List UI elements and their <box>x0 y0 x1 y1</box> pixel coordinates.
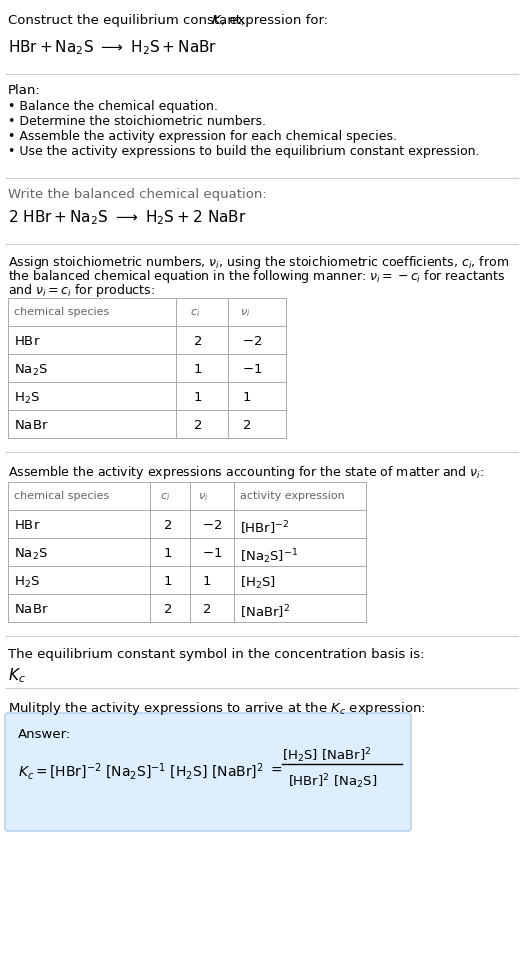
Text: chemical species: chemical species <box>14 307 109 317</box>
FancyBboxPatch shape <box>5 713 411 831</box>
Text: • Determine the stoichiometric numbers.: • Determine the stoichiometric numbers. <box>8 115 266 128</box>
Text: $2$: $2$ <box>202 603 211 616</box>
Text: $2$: $2$ <box>242 419 251 432</box>
Text: 1: 1 <box>164 547 172 560</box>
Text: 1: 1 <box>194 391 202 404</box>
Text: Assemble the activity expressions accounting for the state of matter and $\nu_i$: Assemble the activity expressions accoun… <box>8 464 484 481</box>
Text: $1$: $1$ <box>202 575 211 588</box>
Text: 2: 2 <box>194 335 202 348</box>
Text: Construct the equilibrium constant,: Construct the equilibrium constant, <box>8 14 249 27</box>
Text: • Assemble the activity expression for each chemical species.: • Assemble the activity expression for e… <box>8 130 397 143</box>
Text: $-2$: $-2$ <box>202 519 222 532</box>
Text: $c_i$: $c_i$ <box>190 307 200 319</box>
Text: 1: 1 <box>194 363 202 376</box>
Text: 2: 2 <box>164 603 172 616</box>
Text: $1$: $1$ <box>242 391 251 404</box>
Text: The equilibrium constant symbol in the concentration basis is:: The equilibrium constant symbol in the c… <box>8 648 424 661</box>
Text: activity expression: activity expression <box>240 491 345 501</box>
Text: $\mathrm{HBr}$: $\mathrm{HBr}$ <box>14 335 40 348</box>
Text: $\mathrm{2\ HBr + Na_2S\ \longrightarrow\ H_2S + 2\ NaBr}$: $\mathrm{2\ HBr + Na_2S\ \longrightarrow… <box>8 208 247 227</box>
Text: $=$: $=$ <box>268 762 283 776</box>
Text: , expression for:: , expression for: <box>221 14 328 27</box>
Text: and $\nu_i = c_i$ for products:: and $\nu_i = c_i$ for products: <box>8 282 155 299</box>
Text: $\mathrm{[NaBr]^2}$: $\mathrm{[NaBr]^2}$ <box>240 603 290 620</box>
Text: $\mathrm{H_2S}$: $\mathrm{H_2S}$ <box>14 575 40 590</box>
Text: 2: 2 <box>194 419 202 432</box>
Text: 2: 2 <box>164 519 172 532</box>
Text: $\mathrm{[HBr]^2\ [Na_2S]}$: $\mathrm{[HBr]^2\ [Na_2S]}$ <box>288 772 377 790</box>
Text: Plan:: Plan: <box>8 84 41 97</box>
Text: $c_i$: $c_i$ <box>160 491 170 502</box>
Text: $-1$: $-1$ <box>242 363 263 376</box>
Text: Assign stoichiometric numbers, $\nu_i$, using the stoichiometric coefficients, $: Assign stoichiometric numbers, $\nu_i$, … <box>8 254 509 271</box>
Text: 1: 1 <box>164 575 172 588</box>
Text: $\mathrm{HBr + Na_2S\ \longrightarrow\ H_2S + NaBr}$: $\mathrm{HBr + Na_2S\ \longrightarrow\ H… <box>8 38 217 56</box>
Text: $\mathrm{Na_2S}$: $\mathrm{Na_2S}$ <box>14 363 48 378</box>
Text: $\mathrm{NaBr}$: $\mathrm{NaBr}$ <box>14 419 49 432</box>
Text: • Balance the chemical equation.: • Balance the chemical equation. <box>8 100 218 113</box>
Text: $\mathrm{HBr}$: $\mathrm{HBr}$ <box>14 519 40 532</box>
Text: $\mathrm{Na_2S}$: $\mathrm{Na_2S}$ <box>14 547 48 562</box>
Text: $-1$: $-1$ <box>202 547 222 560</box>
Text: $\mathrm{[H_2S]\ [NaBr]^2}$: $\mathrm{[H_2S]\ [NaBr]^2}$ <box>282 746 372 765</box>
Text: $\mathrm{[H_2S]}$: $\mathrm{[H_2S]}$ <box>240 575 276 591</box>
Text: $\mathrm{[HBr]^{-2}}$: $\mathrm{[HBr]^{-2}}$ <box>240 519 289 537</box>
Text: chemical species: chemical species <box>14 491 109 501</box>
Text: • Use the activity expressions to build the equilibrium constant expression.: • Use the activity expressions to build … <box>8 145 479 158</box>
Text: $\mathrm{H_2S}$: $\mathrm{H_2S}$ <box>14 391 40 406</box>
Text: $\mathrm{NaBr}$: $\mathrm{NaBr}$ <box>14 603 49 616</box>
Text: $\nu_i$: $\nu_i$ <box>198 491 209 502</box>
Text: $\mathrm{[Na_2S]^{-1}}$: $\mathrm{[Na_2S]^{-1}}$ <box>240 547 298 566</box>
Text: K: K <box>212 14 221 27</box>
Text: $-2$: $-2$ <box>242 335 262 348</box>
Text: $K_c = \mathrm{[HBr]^{-2}\ [Na_2S]^{-1}\ [H_2S]\ [NaBr]^2}$: $K_c = \mathrm{[HBr]^{-2}\ [Na_2S]^{-1}\… <box>18 762 264 783</box>
Text: $\nu_i$: $\nu_i$ <box>240 307 250 319</box>
Text: Answer:: Answer: <box>18 728 71 741</box>
Text: the balanced chemical equation in the following manner: $\nu_i = -c_i$ for react: the balanced chemical equation in the fo… <box>8 268 506 285</box>
Text: Mulitply the activity expressions to arrive at the $K_c$ expression:: Mulitply the activity expressions to arr… <box>8 700 426 717</box>
Text: $K_c$: $K_c$ <box>8 666 26 684</box>
Text: Write the balanced chemical equation:: Write the balanced chemical equation: <box>8 188 267 201</box>
